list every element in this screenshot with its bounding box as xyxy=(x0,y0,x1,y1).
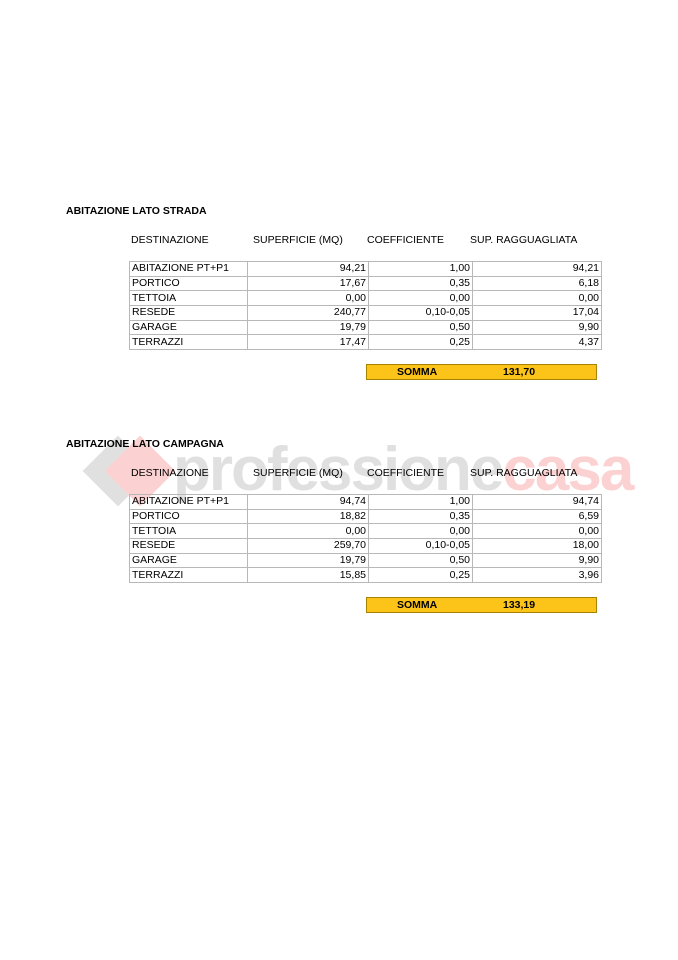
table-cell: 3,96 xyxy=(472,567,602,584)
sum-row: SOMMA 133,19 xyxy=(366,597,597,613)
table-row: RESEDE 240,77 0,10-0,05 17,04 xyxy=(129,305,602,321)
table-cell: 0,00 xyxy=(368,290,473,307)
table-cell: RESEDE xyxy=(129,538,248,554)
table-cell: 259,70 xyxy=(247,538,369,554)
table-cell: 0,10-0,05 xyxy=(368,538,473,554)
table-cell: GARAGE xyxy=(129,552,248,569)
table-cell: 17,67 xyxy=(247,275,369,292)
table-cell: TETTOIA xyxy=(129,523,248,540)
table-cell: 94,74 xyxy=(472,494,602,510)
sum-value: 133,19 xyxy=(503,599,536,611)
table-cell: 0,00 xyxy=(472,523,602,540)
table-cell: 19,79 xyxy=(247,552,369,569)
sum-label: SOMMA xyxy=(397,599,438,611)
table-cell: 0,50 xyxy=(368,552,473,569)
table-row: ABITAZIONE PT+P1 94,74 1,00 94,74 xyxy=(129,494,602,510)
table-row: TETTOIA 0,00 0,00 0,00 xyxy=(129,290,602,307)
table-row: TETTOIA 0,00 0,00 0,00 xyxy=(129,523,602,540)
area-table: ABITAZIONE PT+P1 94,21 1,00 94,21 PORTICO 17,… xyxy=(129,261,602,351)
table-cell: 0,35 xyxy=(368,275,473,292)
table-cell: TERRAZZI xyxy=(129,567,248,584)
sum-row: SOMMA 131,70 xyxy=(366,364,597,380)
column-header: SUP. RAGGUAGLIATA xyxy=(470,234,578,246)
column-header: SUPERFICIE (MQ) xyxy=(253,467,343,479)
table-cell: RESEDE xyxy=(129,305,248,321)
table-row: GARAGE 19,79 0,50 9,90 xyxy=(129,319,602,336)
table-cell: 0,00 xyxy=(368,523,473,540)
table-cell: 18,82 xyxy=(247,508,369,525)
table-cell: 1,00 xyxy=(368,494,473,510)
table-cell: 19,79 xyxy=(247,319,369,336)
table-cell: 0,00 xyxy=(472,290,602,307)
sum-label: SOMMA xyxy=(397,366,438,378)
table-cell: 240,77 xyxy=(247,305,369,321)
table-row: GARAGE 19,79 0,50 9,90 xyxy=(129,552,602,569)
table-cell: 17,47 xyxy=(247,334,369,351)
sum-value: 131,70 xyxy=(503,366,536,378)
table-row: TERRAZZI 17,47 0,25 4,37 xyxy=(129,334,602,351)
table-cell: 0,25 xyxy=(368,567,473,584)
column-header: COEFFICIENTE xyxy=(367,234,445,246)
table-cell: 1,00 xyxy=(368,261,473,277)
section-title: ABITAZIONE LATO STRADA xyxy=(66,205,207,217)
table-row: ABITAZIONE PT+P1 94,21 1,00 94,21 xyxy=(129,261,602,277)
table-cell: 0,25 xyxy=(368,334,473,351)
table-cell: TERRAZZI xyxy=(129,334,248,351)
table-cell: PORTICO xyxy=(129,275,248,292)
table-cell: 0,00 xyxy=(247,523,369,540)
section-title: ABITAZIONE LATO CAMPAGNA xyxy=(66,438,224,450)
column-header: DESTINAZIONE xyxy=(131,234,209,246)
table-cell: 4,37 xyxy=(472,334,602,351)
column-header: COEFFICIENTE xyxy=(367,467,445,479)
table-cell: 94,21 xyxy=(472,261,602,277)
table-row: PORTICO 17,67 0,35 6,18 xyxy=(129,275,602,292)
table-cell: 6,59 xyxy=(472,508,602,525)
table-cell: 9,90 xyxy=(472,319,602,336)
table-cell: 18,00 xyxy=(472,538,602,554)
table-cell: 17,04 xyxy=(472,305,602,321)
table-cell: 0,10-0,05 xyxy=(368,305,473,321)
table-cell: 15,85 xyxy=(247,567,369,584)
table-cell: PORTICO xyxy=(129,508,248,525)
table-cell: 0,00 xyxy=(247,290,369,307)
table-cell: 94,74 xyxy=(247,494,369,510)
table-row: PORTICO 18,82 0,35 6,59 xyxy=(129,508,602,525)
table-cell: 94,21 xyxy=(247,261,369,277)
table-cell: 6,18 xyxy=(472,275,602,292)
area-table: ABITAZIONE PT+P1 94,74 1,00 94,74 PORTICO 18,… xyxy=(129,494,602,584)
table-row: RESEDE 259,70 0,10-0,05 18,00 xyxy=(129,538,602,554)
table-cell: GARAGE xyxy=(129,319,248,336)
table-cell: 0,35 xyxy=(368,508,473,525)
column-header: DESTINAZIONE xyxy=(131,467,209,479)
table-cell: ABITAZIONE PT+P1 xyxy=(129,261,248,277)
table-cell: ABITAZIONE PT+P1 xyxy=(129,494,248,510)
column-header: SUP. RAGGUAGLIATA xyxy=(470,467,578,479)
column-header: SUPERFICIE (MQ) xyxy=(253,234,343,246)
table-cell: 9,90 xyxy=(472,552,602,569)
table-row: TERRAZZI 15,85 0,25 3,96 xyxy=(129,567,602,584)
table-cell: 0,50 xyxy=(368,319,473,336)
table-cell: TETTOIA xyxy=(129,290,248,307)
